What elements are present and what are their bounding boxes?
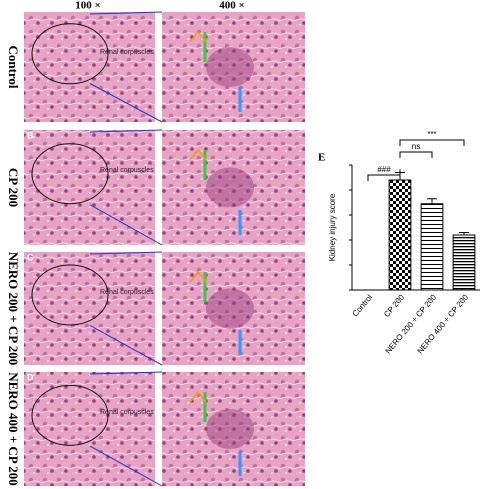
zoom-line bbox=[89, 371, 163, 375]
y-axis-label: Kidney injury score bbox=[328, 193, 337, 261]
zoom-line bbox=[89, 11, 163, 15]
error-bar bbox=[459, 232, 469, 235]
bar bbox=[388, 179, 412, 291]
zoom-circle bbox=[31, 143, 109, 205]
annotation: Renal corpuscles bbox=[100, 167, 154, 174]
annotation: Renal corpuscles bbox=[100, 289, 154, 296]
significance-label: ### bbox=[377, 165, 391, 174]
zoom-line bbox=[89, 83, 163, 123]
x-tick-label: Control bbox=[351, 293, 375, 319]
row-label: NERO 400 + CP 200 bbox=[6, 372, 21, 486]
micrograph-low bbox=[24, 252, 155, 365]
significance-label: ns bbox=[412, 142, 420, 151]
panel-letter: C bbox=[27, 252, 34, 262]
significance-label: *** bbox=[427, 130, 436, 139]
micrograph-low bbox=[24, 130, 155, 245]
arrow bbox=[189, 148, 207, 161]
annotation: Renal corpuscles bbox=[100, 49, 154, 56]
zoom-line bbox=[89, 251, 163, 255]
significance-bracket bbox=[399, 139, 465, 146]
zoom-circle bbox=[31, 23, 109, 85]
bar bbox=[420, 203, 444, 291]
panel-letter: D bbox=[27, 372, 34, 382]
zoom-line bbox=[89, 445, 163, 487]
arrow bbox=[189, 270, 207, 283]
row-label: NERO 200 + CP 200 bbox=[6, 252, 21, 366]
zoom-circle bbox=[31, 264, 109, 326]
zoom-circle bbox=[31, 384, 109, 446]
annotation: Renal corpuscles bbox=[100, 409, 154, 416]
micrograph-low bbox=[24, 372, 155, 486]
corpuscle bbox=[206, 409, 254, 449]
column-header: 400 × bbox=[219, 0, 245, 12]
row-label: CP 200 bbox=[6, 168, 21, 207]
zoom-line bbox=[89, 325, 163, 366]
arrow bbox=[189, 30, 207, 43]
zoom-line bbox=[89, 129, 163, 133]
significance-bracket bbox=[367, 169, 401, 181]
error-bar bbox=[427, 198, 437, 204]
corpuscle bbox=[206, 47, 254, 87]
significance-bracket bbox=[399, 151, 433, 158]
row-label: Control bbox=[6, 45, 21, 88]
x-tick-label: CP 200 bbox=[382, 292, 406, 319]
bar bbox=[452, 234, 476, 291]
column-header: 100 × bbox=[75, 0, 101, 12]
arrow bbox=[189, 390, 207, 403]
panel-label: E bbox=[318, 152, 325, 164]
corpuscle bbox=[206, 288, 254, 329]
panel-letter: B bbox=[27, 130, 34, 140]
corpuscle bbox=[206, 167, 254, 208]
zoom-line bbox=[89, 204, 163, 246]
